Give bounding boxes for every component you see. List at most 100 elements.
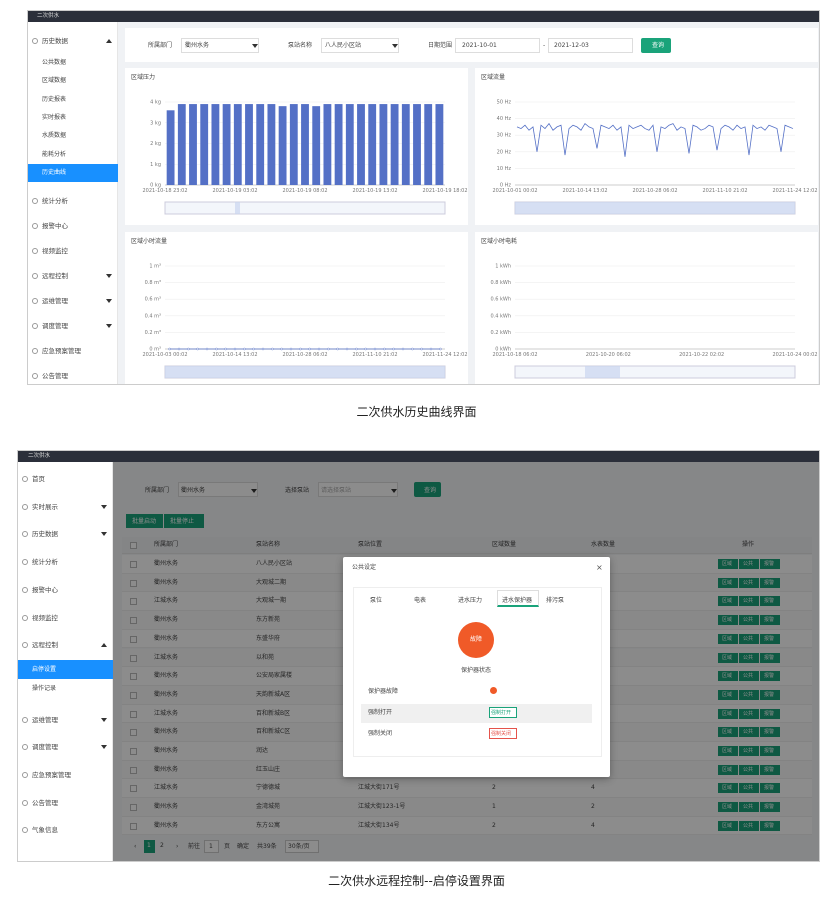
action-button[interactable]	[718, 820, 738, 831]
checkbox[interactable]	[130, 542, 137, 549]
submenu-item[interactable]: 历史报表	[42, 95, 67, 103]
checkbox[interactable]	[130, 561, 137, 568]
checkbox[interactable]	[130, 729, 137, 737]
action-button[interactable]	[718, 633, 738, 644]
action-button[interactable]	[718, 615, 738, 626]
submenu-item[interactable]: 启停设置	[32, 665, 57, 673]
checkbox[interactable]	[130, 654, 137, 662]
control-button[interactable]	[489, 728, 517, 739]
action-button[interactable]	[760, 652, 780, 663]
action-button[interactable]	[760, 727, 780, 738]
action-button[interactable]	[760, 615, 780, 626]
action-button[interactable]	[739, 783, 759, 794]
submenu-item[interactable]: 实时报表	[42, 113, 67, 121]
action-button[interactable]	[739, 615, 759, 626]
menu-item[interactable]: 远程控制	[42, 271, 68, 280]
action-button[interactable]	[739, 559, 759, 569]
submenu-item[interactable]: 历史曲线	[42, 168, 67, 176]
checkbox[interactable]	[130, 598, 137, 606]
menu-item[interactable]: 应急预案管理	[32, 771, 71, 779]
tab[interactable]: 电表	[414, 597, 427, 604]
menu-item[interactable]: 视频监控	[42, 246, 68, 255]
tab[interactable]: 排污泵	[546, 597, 565, 604]
action-button[interactable]	[739, 708, 759, 719]
menu-item[interactable]: 运维管理	[42, 296, 68, 305]
menu-item[interactable]: 历史数据	[42, 37, 68, 45]
checkbox[interactable]	[130, 710, 137, 718]
action-button[interactable]	[739, 577, 759, 588]
select[interactable]	[318, 482, 398, 497]
submenu-item[interactable]: 公共数据	[42, 59, 67, 66]
checkbox[interactable]	[130, 822, 137, 830]
menu-item[interactable]: 实时展示	[32, 502, 58, 511]
action-button[interactable]	[760, 783, 780, 794]
submenu-item[interactable]: 区域数据	[42, 77, 67, 85]
per-page[interactable]	[285, 840, 319, 853]
action-button[interactable]	[760, 559, 780, 569]
menu-item[interactable]: 视频监控	[32, 613, 58, 622]
action-button[interactable]	[760, 820, 780, 831]
menu-item[interactable]: 调度管理	[32, 743, 58, 752]
action-button[interactable]	[718, 708, 738, 719]
menu-item[interactable]: 公告管理	[32, 798, 58, 807]
action-button[interactable]	[718, 802, 738, 813]
select[interactable]	[321, 38, 399, 53]
submenu-item[interactable]: 操作记录	[32, 684, 57, 692]
search-button[interactable]	[641, 38, 671, 53]
select[interactable]	[178, 482, 258, 497]
checkbox[interactable]	[130, 785, 137, 793]
batch-stop-btn[interactable]	[164, 514, 204, 528]
menu-item[interactable]: 应急预案管理	[42, 346, 81, 355]
action-button[interactable]	[718, 727, 738, 738]
action-button[interactable]	[760, 764, 780, 775]
batch-start-btn[interactable]	[126, 514, 163, 528]
menu-item[interactable]: 远程控制	[32, 641, 58, 650]
action-button[interactable]	[739, 652, 759, 663]
menu-item[interactable]: 历史数据	[32, 530, 58, 539]
checkbox[interactable]	[130, 673, 137, 681]
action-button[interactable]	[739, 820, 759, 831]
submenu-item[interactable]: 水质数据	[42, 132, 67, 140]
search-button[interactable]	[414, 482, 441, 497]
action-button[interactable]	[760, 689, 780, 700]
action-button[interactable]	[739, 764, 759, 775]
action-button[interactable]	[739, 671, 759, 682]
action-button[interactable]	[739, 727, 759, 738]
checkbox[interactable]	[130, 617, 137, 625]
action-button[interactable]	[718, 577, 738, 588]
action-button[interactable]	[739, 596, 759, 607]
checkbox[interactable]	[130, 766, 137, 774]
action-button[interactable]	[718, 652, 738, 663]
action-button[interactable]	[760, 746, 780, 756]
menu-item[interactable]: 公告管理	[42, 371, 68, 380]
action-button[interactable]	[739, 633, 759, 644]
action-button[interactable]	[760, 802, 780, 813]
action-button[interactable]	[760, 708, 780, 719]
tab[interactable]: 泵位	[370, 597, 383, 604]
action-button[interactable]	[760, 671, 780, 682]
action-button[interactable]	[718, 689, 738, 700]
menu-item[interactable]: 报警中心	[42, 221, 68, 230]
menu-item[interactable]: 报警中心	[32, 585, 58, 594]
checkbox[interactable]	[130, 691, 137, 699]
action-button[interactable]	[739, 802, 759, 813]
menu-item[interactable]: 统计分析	[32, 558, 58, 567]
date-from-box[interactable]	[455, 38, 540, 53]
page-input[interactable]	[204, 840, 219, 853]
checkbox[interactable]	[130, 635, 137, 643]
checkbox[interactable]	[130, 579, 137, 587]
checkbox[interactable]	[130, 804, 137, 812]
action-button[interactable]	[760, 596, 780, 607]
close[interactable]: ×	[596, 563, 603, 572]
checkbox[interactable]	[130, 748, 137, 755]
action-button[interactable]	[760, 577, 780, 588]
action-button[interactable]	[718, 746, 738, 756]
action-button[interactable]	[718, 783, 738, 794]
submenu-item[interactable]: 能耗分析	[42, 150, 67, 158]
action-button[interactable]	[760, 633, 780, 644]
select[interactable]	[181, 38, 259, 53]
action-button[interactable]	[718, 764, 738, 775]
menu-item[interactable]: 调度管理	[42, 321, 68, 330]
tab[interactable]: 进水压力	[458, 597, 483, 604]
action-button[interactable]	[718, 596, 738, 607]
